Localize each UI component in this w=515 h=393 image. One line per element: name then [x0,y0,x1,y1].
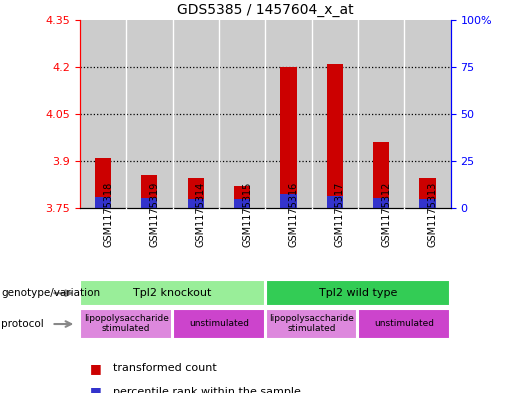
Text: protocol: protocol [1,319,44,329]
Bar [327,64,343,208]
Text: ■: ■ [90,362,102,375]
Title: GDS5385 / 1457604_x_at: GDS5385 / 1457604_x_at [177,3,353,17]
Text: GSM1175319: GSM1175319 [149,181,159,246]
Text: unstimulated: unstimulated [374,319,434,328]
Bar [80,309,172,339]
Bar [327,196,343,208]
Bar [419,178,436,208]
Text: GSM1175318: GSM1175318 [103,181,113,246]
Text: GSM1175315: GSM1175315 [242,181,252,247]
Bar [280,67,297,208]
Bar [234,186,250,208]
Text: unstimulated: unstimulated [189,319,249,328]
Bar [187,200,204,208]
Text: GSM1175317: GSM1175317 [335,181,345,247]
Text: Tpl2 wild type: Tpl2 wild type [319,288,397,298]
Text: transformed count: transformed count [113,363,217,373]
Bar [280,194,297,208]
Text: lipopolysaccharide
stimulated: lipopolysaccharide stimulated [269,314,354,333]
Bar [266,309,357,339]
Text: GSM1175316: GSM1175316 [288,181,298,246]
Text: GSM1175314: GSM1175314 [196,181,205,246]
Bar [95,158,111,208]
Bar [80,281,265,306]
Bar [173,309,265,339]
Text: genotype/variation: genotype/variation [1,288,100,298]
Bar [141,175,158,208]
Text: ■: ■ [90,385,102,393]
Bar [95,197,111,208]
Text: lipopolysaccharide
stimulated: lipopolysaccharide stimulated [84,314,168,333]
Bar [358,309,450,339]
Text: GSM1175313: GSM1175313 [427,181,437,246]
Bar [373,198,389,208]
Bar [141,198,158,208]
Bar [373,142,389,208]
Text: percentile rank within the sample: percentile rank within the sample [113,387,301,393]
Text: Tpl2 knockout: Tpl2 knockout [133,288,212,298]
Bar [419,200,436,208]
Bar [234,200,250,208]
Bar [266,281,450,306]
Text: GSM1175312: GSM1175312 [381,181,391,247]
Bar [187,178,204,208]
